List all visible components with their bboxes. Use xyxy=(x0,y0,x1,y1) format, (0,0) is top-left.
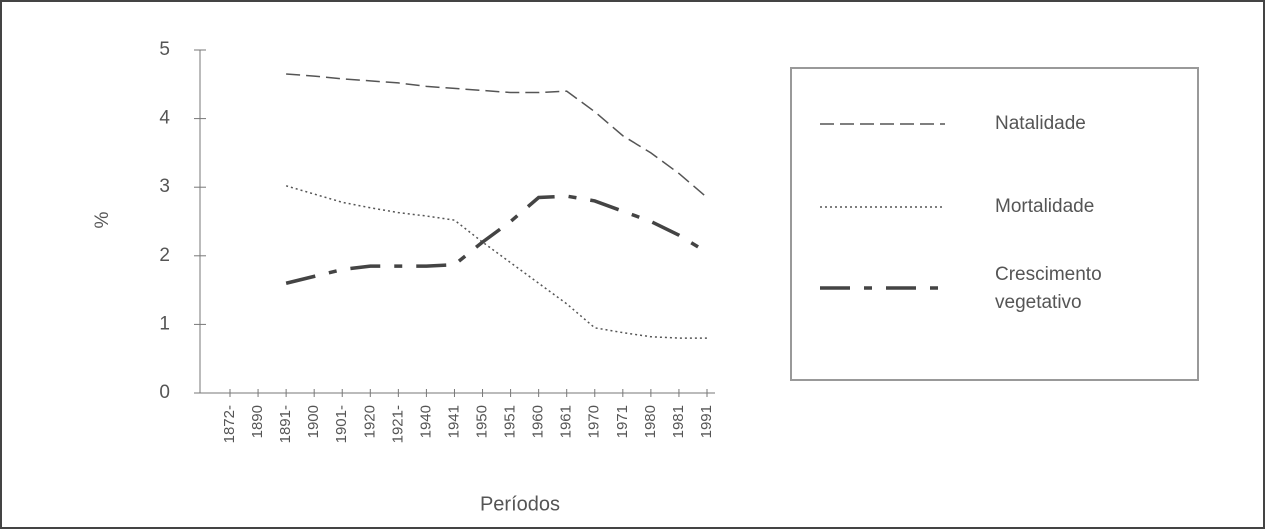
y-tick-label: 4 xyxy=(159,108,170,129)
legend-label: Natalidade xyxy=(995,113,1086,134)
x-tick-label: 1872- xyxy=(221,405,238,443)
x-tick-label: 1941 xyxy=(445,405,462,438)
x-tick-label: 1901- xyxy=(333,405,350,443)
y-tick-label: 1 xyxy=(159,313,170,334)
series-line xyxy=(286,73,708,199)
x-axis-label: Períodos xyxy=(480,493,560,515)
x-tick-label: 1900 xyxy=(305,405,322,438)
x-tick-label: 1920 xyxy=(361,405,378,438)
x-tick-label: 1991 xyxy=(698,405,715,438)
x-tick-label: 1981 xyxy=(670,405,687,438)
legend-label: Mortalidade xyxy=(995,196,1094,217)
x-tick-label: 1940 xyxy=(417,405,434,438)
x-tick-label: 1891- xyxy=(277,405,294,443)
y-tick-label: 3 xyxy=(159,176,170,197)
legend-label: Crescimento vegetativo xyxy=(995,264,1102,313)
y-tick-label: 0 xyxy=(159,382,170,403)
x-tick-label: 1951 xyxy=(502,405,519,438)
x-tick-label: 1961 xyxy=(558,405,575,438)
x-tick-label: 1890 xyxy=(249,405,266,438)
x-tick-label: 1921- xyxy=(389,405,406,443)
series-line xyxy=(285,194,708,285)
y-tick-label: 2 xyxy=(159,245,170,266)
x-tick-label: 1971 xyxy=(614,405,631,438)
y-axis-label: % xyxy=(92,211,113,228)
x-tick-label: 1970 xyxy=(586,405,603,438)
x-tick-label: 1960 xyxy=(530,405,547,438)
legend-box xyxy=(790,67,1199,381)
y-tick-label: 5 xyxy=(159,39,170,60)
x-tick-label: 1980 xyxy=(642,405,659,438)
x-tick-label: 1950 xyxy=(473,405,490,438)
series-line xyxy=(285,185,707,339)
